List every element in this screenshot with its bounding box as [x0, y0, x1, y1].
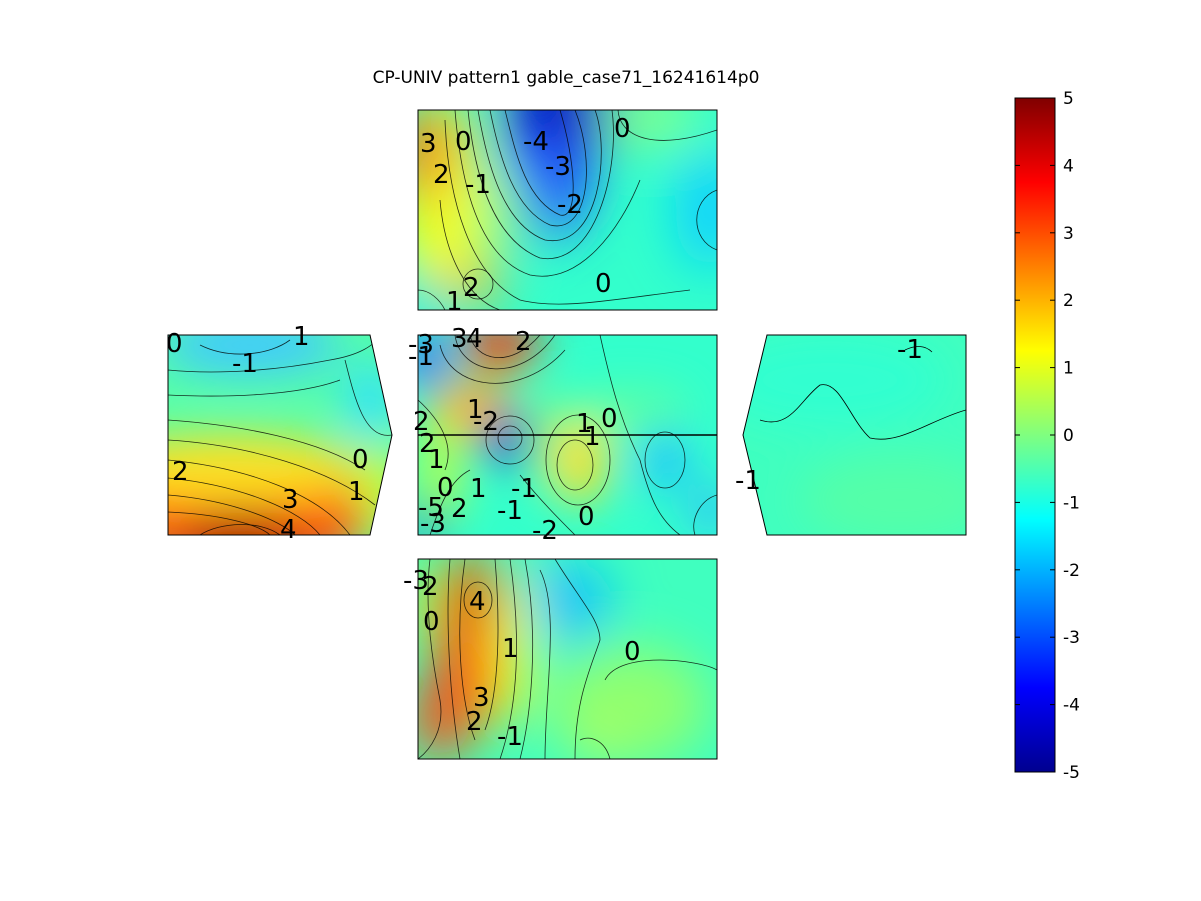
left-face-panel	[167, 334, 393, 536]
center-face-contour-label: -1	[497, 496, 523, 526]
left-face-contour-label: -1	[232, 349, 258, 379]
top-face-contour-label: 0	[455, 127, 472, 157]
top-face-contour-label: 2	[433, 160, 450, 190]
right-face-contour-label: -1	[735, 466, 761, 496]
chart-title: CP-UNIV pattern1 gable_case71_16241614p0	[373, 68, 760, 88]
center-face-contour-label: 3	[451, 324, 468, 354]
bottom-face-contour-label: -1	[497, 722, 523, 752]
center-face-contour-label: 1	[576, 409, 593, 439]
center-face-contour-label: 2	[413, 407, 430, 437]
bottom-face-contour-label: 0	[423, 607, 440, 637]
left-face-contour-label: 3	[282, 485, 299, 515]
center-face-contour-label: 0	[578, 502, 595, 532]
bottom-face-contour-label: 4	[469, 587, 486, 617]
center-face-contour-label: -1	[511, 474, 537, 504]
colorbar-tick-label: -1	[1063, 493, 1080, 513]
top-face-contour-label: 2	[463, 273, 480, 303]
left-face-contour-label: 4	[280, 515, 297, 545]
colorbar-tick-label: 1	[1063, 359, 1074, 379]
top-face-contour-label: 0	[614, 114, 631, 144]
top-face-contour-label: 1	[446, 287, 463, 317]
colorbar-tick-label: 3	[1063, 224, 1074, 244]
center-face-contour-label: -2	[473, 407, 499, 437]
top-face-contour-label: -2	[557, 190, 583, 220]
center-face-contour-label: -5	[418, 493, 444, 523]
center-face-contour-label: 2	[419, 429, 436, 459]
colorbar-tick-label: 2	[1063, 291, 1074, 311]
left-face-contour-label: 0	[352, 445, 369, 475]
center-face-contour-label: 2	[515, 327, 532, 357]
colorbar-tick-label: 0	[1063, 426, 1074, 446]
bottom-face-contour-label: 2	[466, 707, 483, 737]
center-face-contour-label: 4	[466, 324, 483, 354]
center-face-contour-label: 1	[467, 395, 484, 425]
top-face-contour-label: -4	[523, 127, 549, 157]
center-face-contour-label: 1	[428, 445, 445, 475]
bottom-face-contour-label: 2	[422, 572, 439, 602]
left-face-contour-label: 1	[293, 322, 310, 352]
colorbar: -5 -4 -3 -2 -1 0 1 2 3 4 5	[1014, 89, 1080, 783]
bottom-face-contour-label: 1	[502, 634, 519, 664]
top-face-contour-label: 3	[420, 129, 437, 159]
left-face-contour-label: 0	[166, 329, 183, 359]
center-face-contour-label: -3	[408, 330, 434, 360]
right-face-panel	[742, 334, 967, 536]
left-face-contour-label: 2	[172, 457, 189, 487]
center-face-contour-label: 1	[584, 422, 601, 452]
bottom-face-contour-label: -3	[403, 566, 429, 596]
center-face-panel	[417, 334, 718, 536]
center-face-contour-label: 1	[470, 474, 487, 504]
colorbar-tick-label: 4	[1063, 156, 1074, 176]
center-face-contour-label: -2	[532, 516, 558, 546]
left-face-contour-label: 1	[348, 477, 365, 507]
center-face-contour-label: 0	[601, 404, 618, 434]
colorbar-gradient	[1014, 97, 1056, 773]
center-face-contour-label: 0	[437, 473, 454, 503]
bottom-face-contour-label: 3	[473, 683, 490, 713]
colorbar-tick-label: 5	[1063, 89, 1074, 109]
center-face-contour-label: -3	[420, 509, 446, 539]
bottom-face-contour-label: 0	[624, 637, 641, 667]
colorbar-tick-label: -5	[1063, 763, 1080, 783]
center-face-contour-label: -1	[408, 342, 434, 372]
center-face-contour-label: 2	[451, 494, 468, 524]
colorbar-tick-label: -4	[1063, 696, 1080, 716]
colorbar-tick-label: -3	[1063, 628, 1080, 648]
top-face-contour-label: -3	[545, 152, 571, 182]
right-face-contour-label: -1	[897, 335, 923, 365]
top-face-panel	[417, 109, 718, 311]
bottom-face-panel	[417, 558, 718, 760]
colorbar-tick-label: -2	[1063, 561, 1080, 581]
colorbar-ticks: -5 -4 -3 -2 -1 0 1 2 3 4 5	[1015, 89, 1080, 783]
top-face-contour-label: -1	[465, 170, 491, 200]
top-face-contour-label: 0	[595, 269, 612, 299]
